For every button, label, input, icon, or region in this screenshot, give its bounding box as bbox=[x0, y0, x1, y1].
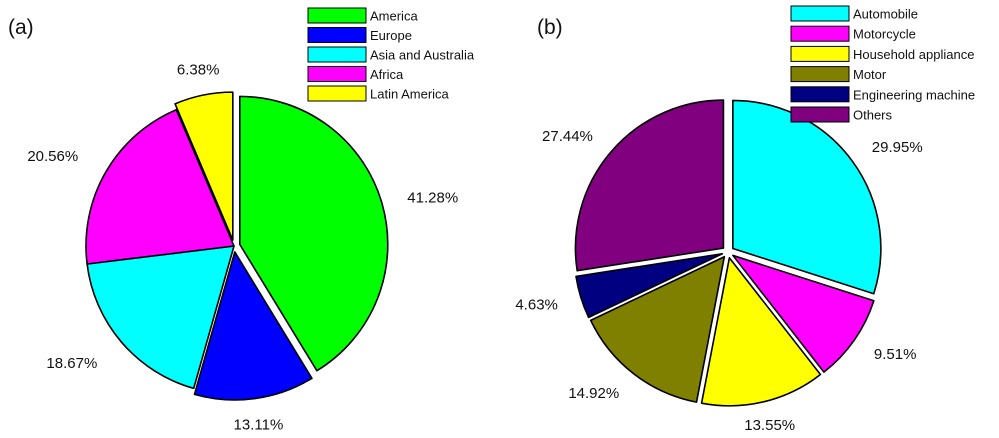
legend-swatch-a-europe bbox=[307, 27, 367, 43]
legend-swatch-b-motor bbox=[790, 66, 850, 83]
panel-label-b: (b) bbox=[537, 16, 563, 39]
legend-label-b-household-appliance: Household appliance bbox=[853, 47, 974, 62]
pct-label-b-motorcycle: 9.51% bbox=[874, 346, 917, 363]
legend-swatch-b-others bbox=[790, 106, 850, 123]
legend-swatch-a-latin-america bbox=[307, 85, 367, 102]
legend-swatch-b-automobile bbox=[790, 5, 850, 22]
pct-label-b-automobile: 29.95% bbox=[872, 139, 923, 156]
legend-swatch-a-africa bbox=[307, 66, 367, 82]
legend-a: America Europe Asia and Australia Africa Lat… bbox=[307, 7, 475, 102]
pct-label-a-africa: 20.56% bbox=[27, 148, 78, 165]
pie-slice-a-latin-america bbox=[174, 91, 234, 241]
legend-label-a-asia-and-australia: Asia and Australia bbox=[370, 48, 475, 63]
legend-label-a-europe: Europe bbox=[370, 28, 412, 43]
pie-slice-a-europe bbox=[193, 251, 313, 401]
legend-label-a-africa: Africa bbox=[370, 67, 404, 82]
pie-slice-b-household-appliance bbox=[700, 257, 822, 407]
pie-slice-b-engineering-machine bbox=[575, 252, 724, 319]
pie-slice-a-africa bbox=[85, 108, 235, 265]
pie-slice-b-motorcycle bbox=[732, 254, 875, 373]
pie-slice-a-asia-and-australia bbox=[86, 245, 235, 390]
pie-chart-a: (a) 41.28% 13.11% 18.67% 20.56% 6.38% America… bbox=[8, 7, 475, 433]
legend-label-b-others: Others bbox=[853, 108, 893, 123]
legend-swatch-a-asia-and-australia bbox=[307, 46, 367, 63]
pie-slice-b-others bbox=[574, 99, 725, 272]
pie-slice-b-motor bbox=[589, 255, 726, 403]
pct-label-b-household-appliance: 13.55% bbox=[744, 417, 795, 434]
legend-label-b-engineering-machine: Engineering machine bbox=[853, 87, 975, 102]
pct-label-a-america: 41.28% bbox=[407, 189, 458, 206]
pct-label-a-europe: 13.11% bbox=[234, 416, 284, 433]
legend-label-b-motorcycle: Motorcycle bbox=[853, 27, 916, 42]
pct-label-a-asia-and-australia: 18.67% bbox=[46, 355, 97, 372]
legend-b: Automobile Motorcycle Household appliance M… bbox=[790, 5, 975, 123]
pct-label-a-latin-america: 6.38% bbox=[177, 62, 220, 79]
legend-label-a-latin-america: Latin America bbox=[370, 87, 450, 102]
pie-chart-b: (b) 29.95% 9.51% 13.55% 14.92% 4.63% 27.44% Au… bbox=[515, 5, 975, 434]
legend-label-b-automobile: Automobile bbox=[853, 7, 918, 22]
pct-label-b-motor: 14.92% bbox=[568, 385, 619, 402]
legend-swatch-b-motorcycle bbox=[790, 25, 850, 42]
pie-slice-b-automobile bbox=[732, 99, 882, 295]
pct-label-b-others: 27.44% bbox=[542, 128, 593, 145]
legend-swatch-a-america bbox=[307, 7, 367, 24]
legend-label-b-motor: Motor bbox=[853, 67, 887, 82]
pct-label-b-engineering-machine: 4.63% bbox=[515, 296, 558, 313]
panel-label-a: (a) bbox=[8, 16, 34, 39]
pie-slice-a-america bbox=[238, 95, 389, 372]
legend-swatch-b-engineering-machine bbox=[790, 86, 850, 103]
legend-label-a-america: America bbox=[370, 9, 418, 24]
legend-swatch-b-household-appliance bbox=[790, 45, 850, 62]
